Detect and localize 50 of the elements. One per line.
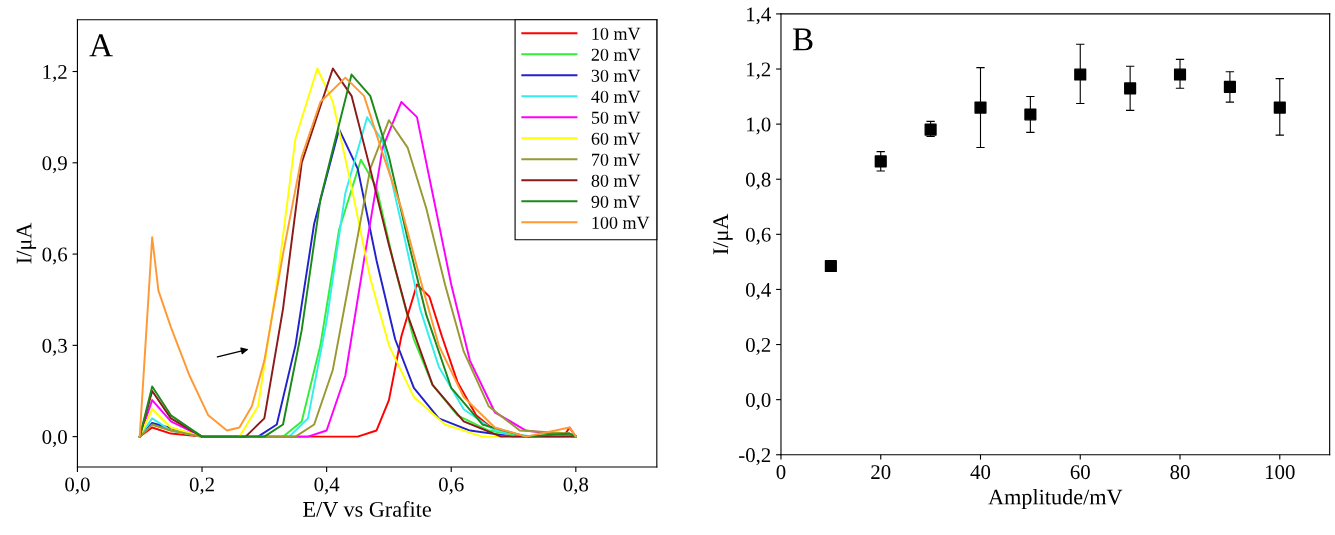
legend-label: 90 mV [591,195,641,208]
legend-label: 50 mV [591,111,641,124]
legend-label: 70 mV [592,153,641,166]
x-tick-label: 0,8 [563,477,589,495]
legend-label: 40 mV [591,90,641,103]
y-tick-label: 1,2 [747,62,771,80]
y-tick-label: -0,2 [739,448,771,466]
legend-label: 30 mV [591,69,641,82]
x-tick-label: 20 [871,465,891,480]
x-axis-title: Amplitude/mV [988,488,1123,510]
x-tick-label: 60 [1070,465,1090,480]
x-axis-title: E/V vs Grafite [303,501,431,517]
point [1273,101,1286,114]
y-axis-title: I/μA [713,213,733,255]
point [1124,82,1137,95]
point [874,155,887,168]
x-tick-label: 100 [1265,465,1295,480]
y-tick-label: 0,0 [42,430,67,448]
x-tick-label: 0,2 [189,477,214,495]
legend-label: 10 mV [592,27,641,40]
y-axis-title: I/μA [16,222,37,264]
point [824,259,837,273]
y-tick-label: 1,0 [747,117,771,135]
y-tick-label: 0,8 [746,172,771,190]
legend-label: 20 mV [591,48,641,61]
x-tick-label: 0,4 [314,477,340,495]
chart-title: A [89,34,113,57]
x-tick-label: 40 [970,465,991,480]
y-tick-label: 0,6 [42,247,68,265]
legend-label: 60 mV [591,132,641,145]
y-tick-label: 0,9 [42,156,67,174]
point [974,101,987,114]
y-tick-label: 0,4 [746,282,771,300]
y-tick-label: 0,0 [746,393,771,411]
point [1223,80,1236,93]
point [1173,68,1187,81]
point [1024,108,1037,121]
y-tick-label: 1,4 [747,7,771,25]
point [1074,68,1087,81]
chart-title: B [792,28,813,51]
y-tick-label: 0,6 [746,227,771,245]
x-tick-label: 80 [1170,465,1190,480]
x-tick-label: 0 [776,465,786,480]
y-tick-label: 0,2 [746,337,771,355]
x-tick-label: 0,0 [65,477,90,495]
y-tick-label: 0,3 [42,338,67,356]
y-tick-label: 1,2 [43,64,67,82]
legend-label: 80 mV [591,174,641,187]
x-tick-label: 0,6 [439,477,464,495]
legend-label: 100 mV [592,216,650,229]
